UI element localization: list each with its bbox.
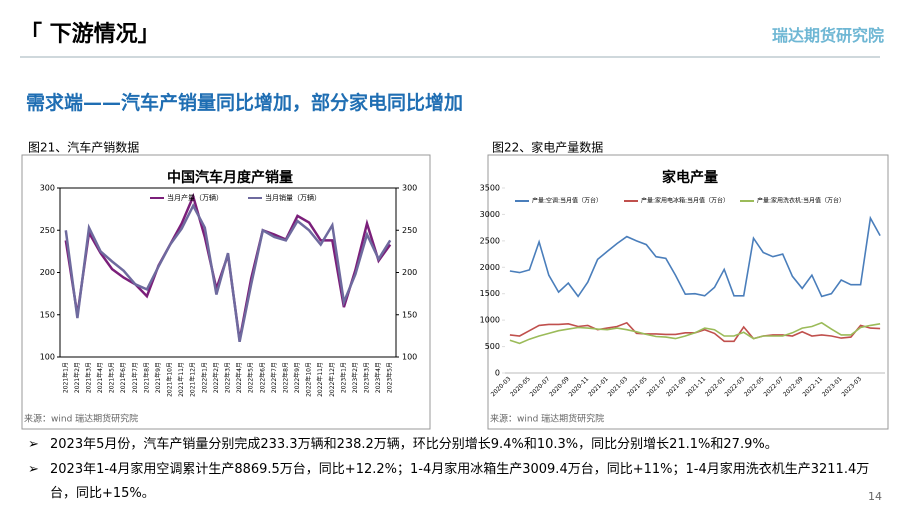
slide-title: 「 下游情况」 (20, 22, 160, 47)
y2-tick-label: 250 (402, 226, 417, 235)
x-tick-label: 2022年10月 (305, 362, 313, 397)
y-tick-label: 3000 (480, 210, 500, 219)
x-tick-label: 2022年6月 (258, 362, 266, 393)
bullet: 2023年5月份，汽车产销量分别完成233.3万辆和238.2万辆，环比分别增长… (28, 433, 880, 457)
chart-title: 中国汽车月度产销量 (167, 169, 293, 186)
x-tick-label: 2022年3月 (224, 362, 232, 393)
x-tick-label: 2021年4月 (96, 362, 104, 393)
x-tick-label: 2021年10月 (166, 362, 174, 397)
legend-label: 产量:家用洗衣机:当月值（万台） (757, 197, 845, 205)
x-tick-label: 2023年1月 (339, 362, 347, 393)
x-tick-label: 2022-11 (801, 375, 824, 398)
subtitle: 需求端——汽车产销量同比增加，部分家电同比增加 (26, 92, 464, 114)
legend-label: 产量:家用电冰箱:当月值（万台） (641, 197, 729, 205)
x-tick-label: 2023年3月 (363, 362, 371, 393)
x-tick-label: 2021年5月 (108, 362, 116, 393)
x-tick-label: 2021年12月 (189, 362, 197, 397)
x-tick-label: 2020-11 (568, 375, 591, 398)
x-tick-label: 2021-09 (665, 375, 688, 398)
chart-frame (487, 154, 889, 430)
y2-tick-label: 100 (402, 353, 417, 362)
x-tick-label: 2021年9月 (154, 362, 162, 393)
x-tick-label: 2021年7月 (131, 362, 139, 393)
x-tick-label: 2021-07 (646, 375, 669, 398)
x-tick-label: 2021年8月 (142, 362, 150, 393)
x-tick-label: 2022年8月 (281, 362, 289, 393)
x-tick-label: 2021-03 (607, 375, 630, 398)
logo: 瑞达期货研究院 (772, 26, 885, 45)
y-tick-label: 150 (40, 310, 55, 319)
x-tick-label: 2022年2月 (212, 362, 220, 393)
y-tick-label: 3500 (480, 184, 500, 193)
x-tick-label: 2021-11 (685, 375, 708, 398)
x-tick-label: 2023年4月 (374, 362, 382, 393)
plot-area (59, 187, 397, 358)
x-tick-label: 2021-05 (626, 375, 649, 398)
x-tick-label: 2020-03 (490, 375, 513, 398)
x-tick-label: 2023年5月 (386, 362, 394, 393)
legend-label: 当月产量（万辆） (167, 193, 223, 202)
chart-caption: 图22、家电产量数据 (492, 140, 603, 155)
y-tick-label: 100 (40, 353, 55, 362)
x-tick-label: 2020-07 (529, 375, 552, 398)
y-tick-label: 300 (40, 184, 55, 193)
chart-title: 家电产量 (662, 169, 718, 186)
x-tick-label: 2021年11月 (177, 362, 185, 397)
x-tick-label: 2023-01 (821, 375, 844, 398)
series-line (64, 192, 392, 341)
x-tick-label: 2022-01 (704, 375, 727, 398)
series-line (509, 215, 881, 298)
x-tick-label: 2020-05 (509, 375, 532, 398)
x-tick-label: 2021年1月 (61, 362, 69, 393)
x-tick-label: 2022-03 (724, 375, 747, 398)
x-tick-label: 2023年2月 (351, 362, 359, 393)
x-tick-label: 2022年11月 (316, 362, 324, 397)
y2-tick-label: 300 (402, 184, 417, 193)
y-tick-label: 0 (495, 369, 500, 378)
x-tick-label: 2021年2月 (73, 362, 81, 393)
chart-frame (21, 154, 431, 430)
y-tick-label: 2000 (480, 263, 500, 272)
plot-area (505, 188, 885, 373)
y-tick-label: 1000 (480, 316, 500, 325)
y-tick-label: 200 (40, 268, 55, 277)
legend-label: 当月销量（万辆） (265, 193, 321, 202)
x-tick-label: 2022-07 (762, 375, 785, 398)
y-tick-label: 500 (485, 342, 500, 351)
series-line (509, 321, 881, 345)
x-tick-label: 2021-01 (587, 375, 610, 398)
x-tick-label: 2022年1月 (200, 362, 208, 393)
source: 来源：wind 瑞达期货研究院 (24, 413, 138, 425)
y2-tick-label: 200 (402, 268, 417, 277)
x-tick-label: 2022-09 (782, 375, 805, 398)
y-tick-label: 2500 (480, 236, 500, 245)
x-tick-label: 2022年9月 (293, 362, 301, 393)
x-tick-label: 2022年5月 (247, 362, 255, 393)
x-tick-label: 2020-09 (548, 375, 571, 398)
bullet: 2023年1-4月家用空调累计生产8869.5万台，同比+12.2%；1-4月家… (28, 458, 880, 506)
y-tick-label: 1500 (480, 289, 500, 298)
y-tick-label: 250 (40, 226, 55, 235)
x-tick-label: 2023-03 (840, 375, 863, 398)
x-tick-label: 2021年6月 (119, 362, 127, 393)
chart-caption: 图21、汽车产销数据 (28, 140, 139, 155)
x-tick-label: 2022年4月 (235, 362, 243, 393)
header-rule (20, 56, 880, 58)
x-tick-label: 2022-05 (743, 375, 766, 398)
source: 来源：wind 瑞达期货研究院 (490, 413, 604, 425)
x-tick-label: 2022年12月 (328, 362, 336, 397)
legend-label: 产量:空调:当月值（万台） (532, 197, 602, 205)
x-tick-label: 2022年7月 (270, 362, 278, 393)
y2-tick-label: 150 (402, 310, 417, 319)
series-line (64, 202, 392, 343)
page-number: 14 (868, 490, 882, 503)
x-tick-label: 2021年3月 (84, 362, 92, 393)
